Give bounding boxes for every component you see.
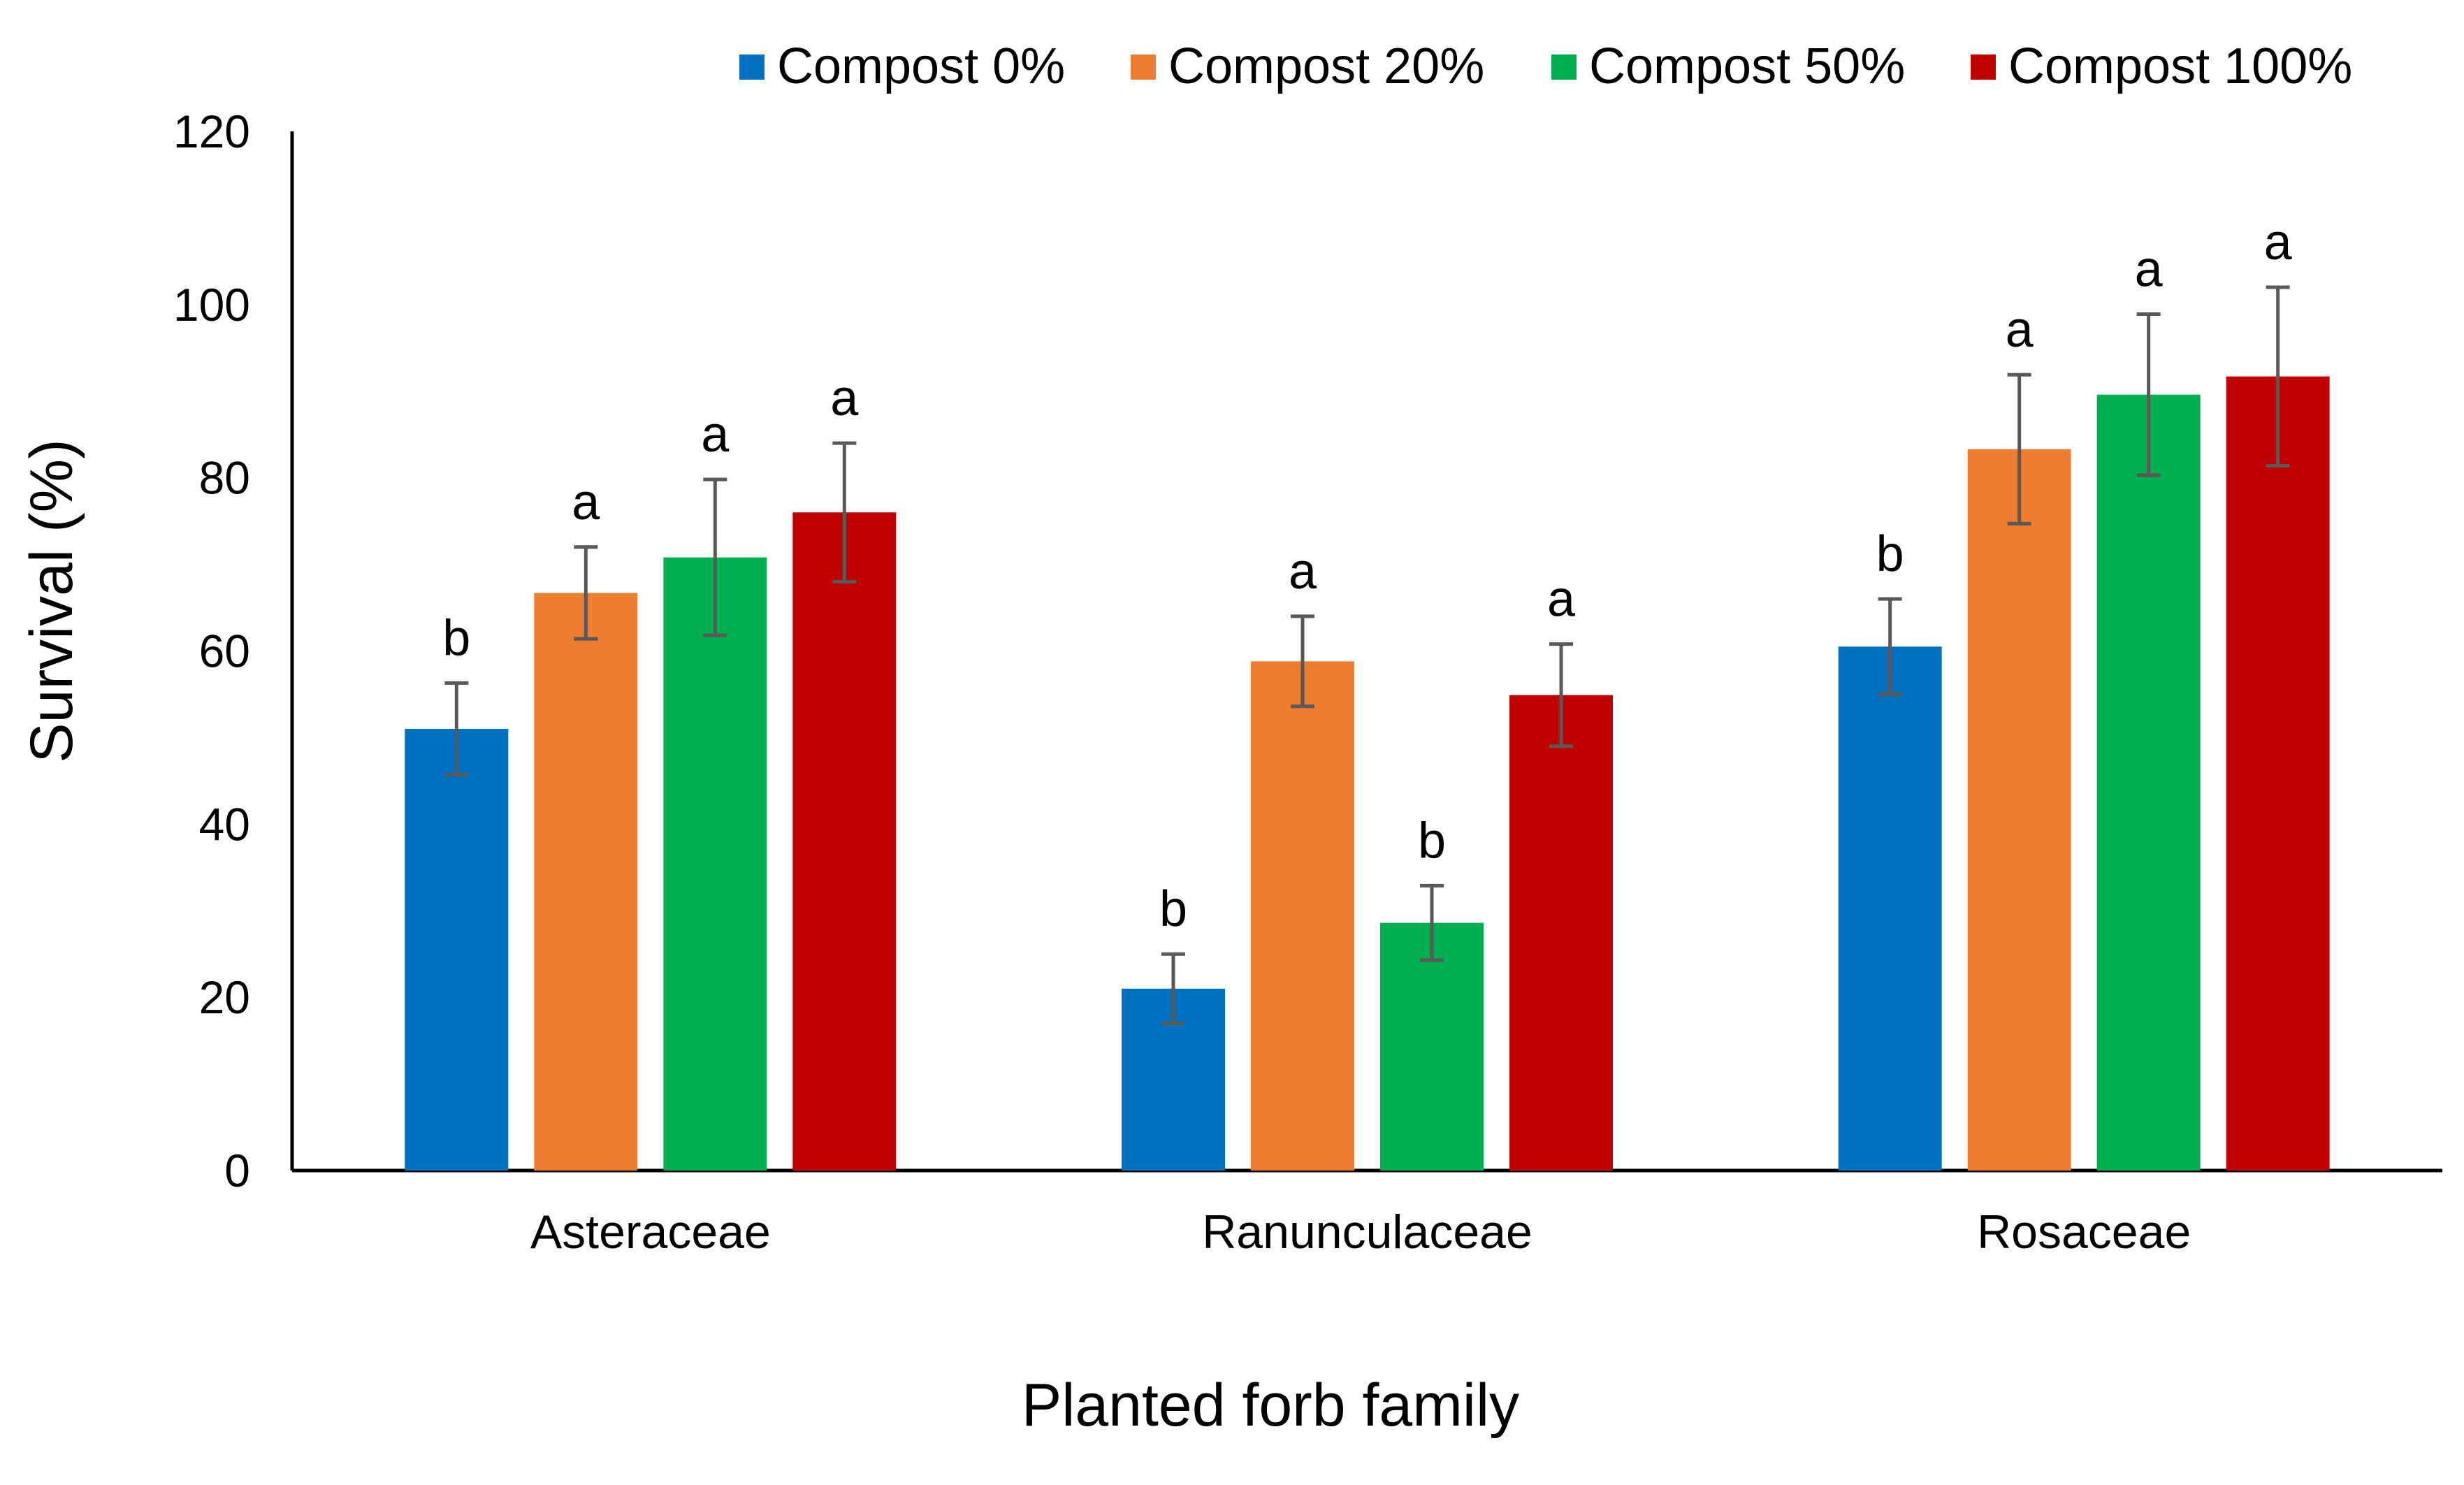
- x-axis: Asteraceae Ranunculaceae Rosaceae: [292, 1168, 2442, 1259]
- bar: [792, 512, 897, 1171]
- bar: [663, 557, 767, 1171]
- significance-letter: b: [1159, 881, 1187, 937]
- significance-letter: a: [1547, 572, 1576, 628]
- legend-label: Compost 100%: [2008, 38, 2352, 94]
- y-tick-label: 0: [224, 1145, 250, 1196]
- significance-letter: a: [2264, 215, 2293, 270]
- y-axis: 0 20 40 60 80 100 120: [173, 106, 294, 1196]
- bar: [1838, 646, 1942, 1171]
- legend-label: Compost 20%: [1168, 38, 1484, 94]
- y-tick-label: 80: [199, 452, 250, 504]
- bar: [1380, 922, 1484, 1171]
- significance-letter: a: [701, 407, 730, 463]
- x-tick-label: Asteraceae: [530, 1205, 771, 1259]
- significance-letter: a: [572, 475, 600, 530]
- bar: [1509, 695, 1613, 1171]
- legend-swatch: [1131, 55, 1156, 80]
- bar: [534, 593, 638, 1171]
- legend-label: Compost 50%: [1589, 38, 1905, 94]
- significance-letter: a: [830, 370, 859, 426]
- significance-letter: b: [1876, 526, 1904, 582]
- bar: [1251, 661, 1354, 1171]
- bar: [405, 729, 509, 1171]
- y-axis-title: Survival (%): [18, 439, 85, 763]
- significance-letter: a: [1289, 544, 1317, 600]
- y-tick-label: 100: [173, 279, 250, 331]
- y-tick-label: 40: [199, 798, 250, 850]
- significance-letter: a: [2006, 302, 2034, 358]
- legend-swatch: [1971, 55, 1996, 80]
- significance-letter: b: [1418, 813, 1446, 869]
- significance-letter: b: [442, 610, 470, 666]
- legend-swatch: [739, 55, 764, 80]
- y-tick-label: 60: [199, 625, 250, 677]
- x-axis-title: Planted forb family: [1022, 1372, 1519, 1439]
- bar: [1967, 449, 2071, 1171]
- legend: Compost 0% Compost 20% Compost 50% Compost …: [739, 38, 2352, 94]
- legend-label: Compost 0%: [777, 38, 1065, 94]
- bar: [2226, 376, 2330, 1171]
- x-tick-label: Ranunculaceae: [1202, 1205, 1532, 1259]
- bars: b a a a b a b a b a a a: [405, 215, 2330, 1171]
- y-tick-label: 20: [199, 971, 250, 1023]
- significance-letter: a: [2135, 241, 2164, 297]
- bar: [2096, 394, 2201, 1171]
- x-tick-label: Rosaceae: [1977, 1205, 2191, 1259]
- y-tick-label: 120: [173, 106, 250, 157]
- legend-swatch: [1551, 55, 1577, 80]
